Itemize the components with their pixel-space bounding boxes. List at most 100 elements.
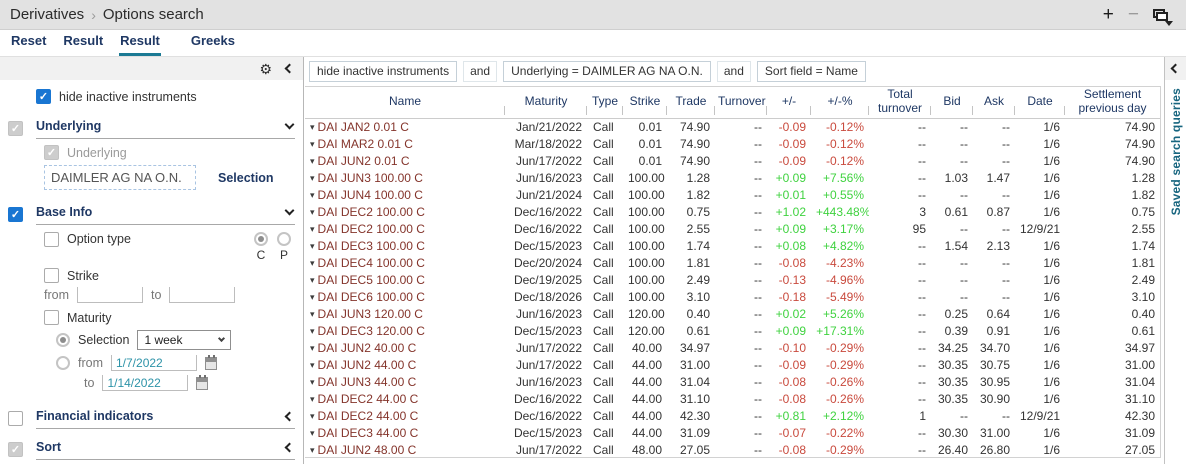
instrument-name[interactable]: ▾ DAI JUN2 40.00 C [310, 340, 417, 355]
column-header[interactable]: Settlement previous day [1065, 87, 1160, 119]
maturity-to-input[interactable]: 1/14/2022 [102, 375, 189, 391]
collapse-sidebar-icon[interactable] [284, 63, 295, 74]
instrument-name[interactable]: ▾ DAI JUN2 48.00 C [310, 442, 417, 457]
maturity-checkbox[interactable] [44, 310, 59, 325]
instrument-name[interactable]: ▾ DAI DEC3 100.00 C [310, 238, 425, 253]
column-header[interactable]: Name [305, 87, 505, 119]
option-call-radio[interactable] [254, 232, 268, 246]
underlying-collapse-icon[interactable] [284, 119, 295, 130]
instrument-name[interactable]: ▾ DAI DEC5 100.00 C [310, 272, 425, 287]
financial-indicators-collapse-icon[interactable] [284, 411, 295, 421]
cell: -0.07 [778, 425, 806, 440]
cell: -0.12% [825, 136, 864, 151]
cell: -0.29% [825, 442, 864, 457]
cell: 0.64 [986, 306, 1010, 321]
base-info-section-header: Base Info [8, 203, 295, 225]
column-header[interactable]: Ask [973, 87, 1015, 119]
tab-greeks[interactable]: Greeks [190, 33, 235, 48]
tab-result-2-active[interactable]: Result [119, 29, 161, 56]
hide-inactive-checkbox[interactable] [36, 89, 51, 104]
cell: 1.74 [686, 238, 710, 253]
cell: -- [754, 119, 762, 134]
strike-from-input[interactable] [77, 287, 143, 303]
instrument-name[interactable]: ▾ DAI DEC2 100.00 C [310, 221, 425, 236]
cell: 30.90 [979, 391, 1010, 406]
tab-reset[interactable]: Reset [11, 33, 47, 48]
instrument-name[interactable]: ▾ DAI DEC2 100.00 C [310, 204, 425, 219]
table-row: ▾ DAI DEC2 44.00 C Dec/16/2022 Call 44.00 31.… [305, 390, 1160, 407]
cell: 0.61 [944, 204, 968, 219]
instrument-name[interactable]: ▾ DAI DEC3 120.00 C [310, 323, 425, 338]
instrument-name[interactable]: ▾ DAI DEC3 44.00 C [310, 425, 419, 440]
maturity-from-input[interactable]: 1/7/2022 [111, 355, 197, 371]
cell: 1/6 [1043, 136, 1060, 151]
cell: -- [754, 170, 762, 185]
instrument-name[interactable]: ▾ DAI JUN3 44.00 C [310, 374, 417, 389]
cell: Jun/17/2022 [515, 442, 582, 457]
maturity-from-radio[interactable] [56, 356, 70, 370]
column-header[interactable]: Bid [931, 87, 973, 119]
results-table: Name Maturity Type Strike Trade Turnover +/- +/… [305, 87, 1160, 457]
cell: 31.09 [1124, 425, 1155, 440]
filter-conjunction: and [463, 61, 498, 82]
add-window-button[interactable]: + [1102, 4, 1114, 25]
sort-checkbox[interactable] [8, 441, 23, 457]
underlying-input[interactable]: DAIMLER AG NA O.N. [44, 165, 196, 190]
maturity-selection-radio[interactable] [56, 333, 70, 347]
option-type-checkbox[interactable] [44, 232, 59, 247]
instrument-name[interactable]: ▾ DAI JAN2 0.01 C [310, 119, 409, 134]
cell: 74.90 [1124, 153, 1155, 168]
filter-chip-underlying[interactable]: Underlying = DAIMLER AG NA O.N. [503, 61, 711, 82]
instrument-name[interactable]: ▾ DAI JUN2 0.01 C [310, 153, 410, 168]
filter-chip-sort[interactable]: Sort field = Name [756, 61, 866, 82]
instrument-name[interactable]: ▾ DAI JUN2 44.00 C [310, 357, 417, 372]
column-header[interactable]: Maturity [505, 87, 587, 119]
minimize-button[interactable]: − [1127, 4, 1139, 25]
sidebar-gear-icon[interactable]: ⚙ [259, 60, 272, 77]
column-header[interactable]: Total turnover [869, 87, 931, 119]
sort-collapse-icon[interactable] [284, 442, 295, 452]
base-info-checkbox[interactable] [8, 206, 23, 222]
cell: -0.12% [825, 153, 864, 168]
strike-to-input[interactable] [169, 287, 236, 303]
expand-triangle-icon: ▾ [310, 189, 315, 200]
column-header[interactable]: Date [1015, 87, 1065, 119]
instrument-name[interactable]: ▾ DAI JUN4 100.00 C [310, 187, 423, 202]
column-header[interactable]: +/-% [811, 87, 869, 119]
cell: -- [1002, 153, 1010, 168]
maturity-period-select[interactable]: 1 week [137, 330, 232, 350]
base-info-collapse-icon[interactable] [284, 205, 295, 216]
cell: -- [754, 187, 762, 202]
maturity-to-row: to 1/14/2022 [84, 374, 295, 391]
instrument-name[interactable]: ▾ DAI DEC4 100.00 C [310, 255, 425, 270]
cell: 100.00 [628, 204, 665, 219]
option-put-radio[interactable] [277, 232, 291, 246]
financial-indicators-checkbox[interactable] [8, 410, 23, 426]
column-header[interactable]: Type [587, 87, 623, 119]
cell: 1/6 [1043, 255, 1060, 270]
calendar-icon-to[interactable] [196, 374, 209, 390]
expand-saved-search-icon[interactable] [1170, 63, 1181, 74]
selection-button[interactable]: Selection [218, 170, 274, 185]
underlying-checkbox[interactable] [44, 145, 59, 160]
saved-search-queries-label[interactable]: Saved search queries [1168, 88, 1183, 216]
instrument-name[interactable]: ▾ DAI JUN3 120.00 C [310, 306, 423, 321]
instrument-name[interactable]: ▾ DAI JUN3 100.00 C [310, 170, 423, 185]
cell: 3.10 [1131, 289, 1155, 304]
column-header[interactable]: +/- [767, 87, 811, 119]
column-header[interactable]: Trade [667, 87, 715, 119]
instrument-name[interactable]: ▾ DAI DEC2 44.00 C [310, 391, 419, 406]
column-header[interactable]: Strike [623, 87, 667, 119]
strike-checkbox[interactable] [44, 268, 59, 283]
window-layout-icon[interactable] [1153, 9, 1173, 26]
calendar-icon-from[interactable] [205, 354, 217, 370]
breadcrumb-parent[interactable]: Derivatives [10, 6, 85, 23]
column-header[interactable]: Turnover [715, 87, 767, 119]
instrument-name[interactable]: ▾ DAI MAR2 0.01 C [310, 136, 413, 151]
tab-result-1[interactable]: Result [63, 33, 104, 48]
underlying-section-checkbox[interactable] [8, 120, 23, 136]
cell: 1/6 [1043, 374, 1060, 389]
instrument-name[interactable]: ▾ DAI DEC2 44.00 C [310, 408, 419, 423]
filter-chip-hide-inactive[interactable]: hide inactive instruments [309, 61, 458, 82]
instrument-name[interactable]: ▾ DAI DEC6 100.00 C [310, 289, 425, 304]
